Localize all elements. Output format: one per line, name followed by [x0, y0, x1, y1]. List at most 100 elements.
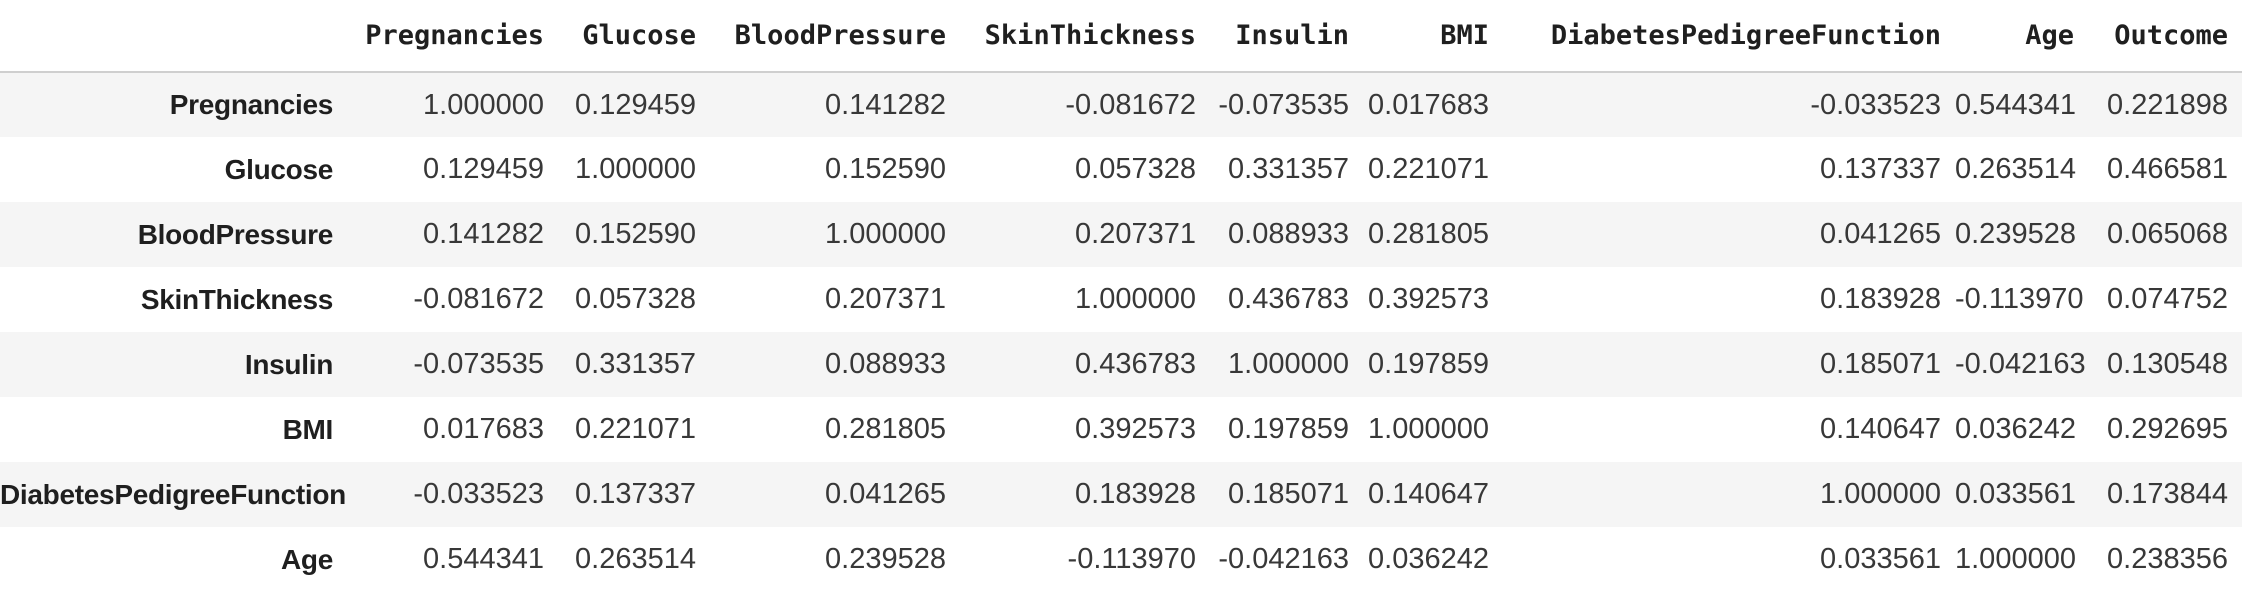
cell-value: 0.137337 — [575, 478, 696, 510]
table-row: BMI 0.017683 0.221071 0.281805 0.392573 0.197… — [0, 397, 2242, 462]
cell-value: 0.033561 — [1820, 543, 1941, 575]
cell-value: -0.073535 — [413, 348, 544, 380]
cell-value: 0.331357 — [575, 348, 696, 380]
cell-value: 0.466581 — [2107, 153, 2228, 185]
cell-value: 0.074752 — [2107, 283, 2228, 315]
cell-value: 0.239528 — [1955, 218, 2076, 250]
cell-value: 0.041265 — [825, 478, 946, 510]
table-row: Insulin -0.073535 0.331357 0.088933 0.436783… — [0, 332, 2242, 397]
table-row: DiabetesPedigreeFunction -0.033523 0.13733… — [0, 462, 2242, 527]
table-row: Pregnancies 1.000000 0.129459 0.141282 -0.08… — [0, 72, 2242, 137]
cell-value: 0.207371 — [825, 283, 946, 315]
cell-value: 0.057328 — [575, 283, 696, 315]
cell-value: 0.185071 — [1228, 478, 1349, 510]
column-header: Age — [1955, 0, 2088, 73]
cell-value: 0.197859 — [1368, 348, 1489, 380]
column-header: DiabetesPedigreeFunction — [1503, 0, 1955, 73]
table-header: Pregnancies Glucose BloodPressure SkinThick… — [0, 0, 2242, 73]
column-header: Pregnancies — [350, 0, 558, 73]
cell-value: 1.000000 — [575, 153, 696, 185]
cell-value: 0.331357 — [1228, 153, 1349, 185]
table-body: Pregnancies 1.000000 0.129459 0.141282 -0.08… — [0, 72, 2242, 592]
cell-value: 0.281805 — [825, 413, 946, 445]
cell-value: 1.000000 — [1075, 283, 1196, 315]
cell-value: 0.041265 — [1820, 218, 1941, 250]
table-row: Age 0.544341 0.263514 0.239528 -0.113970 -0.0… — [0, 527, 2242, 592]
cell-value: 0.263514 — [1955, 153, 2076, 185]
cell-value: -0.081672 — [1065, 88, 1196, 121]
cell-value: -0.042163 — [1218, 543, 1349, 575]
cell-value: 0.392573 — [1368, 283, 1489, 315]
cell-value: -0.033523 — [413, 478, 544, 510]
row-label: Pregnancies — [169, 89, 334, 120]
corner-cell — [0, 0, 350, 73]
cell-value: 0.065068 — [2107, 218, 2228, 250]
cell-value: 0.281805 — [1368, 218, 1489, 250]
cell-value: 0.263514 — [575, 543, 696, 575]
row-label: Age — [281, 543, 333, 575]
cell-value: 1.000000 — [1228, 348, 1349, 380]
cell-value: 0.436783 — [1228, 283, 1349, 315]
cell-value: 0.137337 — [1820, 153, 1941, 185]
cell-value: 0.221071 — [1368, 153, 1489, 185]
cell-value: 0.544341 — [1955, 88, 2076, 121]
cell-value: 1.000000 — [423, 88, 544, 121]
table-row: BloodPressure 0.141282 0.152590 1.000000 0.2… — [0, 202, 2242, 267]
cell-value: -0.033523 — [1810, 88, 1941, 121]
row-label: SkinThickness — [140, 283, 333, 315]
cell-value: 0.130548 — [2107, 348, 2228, 380]
row-label: DiabetesPedigreeFunction — [0, 478, 346, 510]
cell-value: -0.113970 — [1955, 283, 2084, 315]
cell-value: 0.292695 — [2107, 413, 2228, 445]
cell-value: 0.036242 — [1368, 543, 1489, 575]
cell-value: 0.173844 — [2107, 478, 2228, 510]
table-row: Glucose 0.129459 1.000000 0.152590 0.057328 0… — [0, 137, 2242, 202]
cell-value: 0.183928 — [1820, 283, 1941, 315]
row-label: BloodPressure — [137, 218, 334, 250]
cell-value: 0.017683 — [1368, 88, 1489, 121]
cell-value: 0.239528 — [825, 543, 946, 575]
cell-value: 0.036242 — [1955, 413, 2076, 445]
cell-value: 0.183928 — [1075, 478, 1196, 510]
cell-value: 0.088933 — [1228, 218, 1349, 250]
cell-value: -0.081672 — [413, 283, 544, 315]
cell-value: 0.185071 — [1820, 348, 1941, 380]
header-row: Pregnancies Glucose BloodPressure SkinThick… — [0, 0, 2242, 73]
cell-value: -0.113970 — [1067, 543, 1196, 575]
cell-value: 0.207371 — [1075, 218, 1196, 250]
cell-value: 0.057328 — [1075, 153, 1196, 185]
cell-value: 0.152590 — [825, 153, 946, 185]
cell-value: 1.000000 — [825, 218, 946, 250]
cell-value: 0.033561 — [1955, 478, 2076, 510]
cell-value: 0.152590 — [575, 218, 696, 250]
column-header: Outcome — [2088, 0, 2242, 73]
cell-value: 1.000000 — [1820, 478, 1941, 510]
cell-value: 0.544341 — [423, 543, 544, 575]
cell-value: 0.129459 — [575, 88, 696, 121]
cell-value: 1.000000 — [1955, 543, 2076, 575]
table-row: SkinThickness -0.081672 0.057328 0.207371 1.… — [0, 267, 2242, 332]
cell-value: 1.000000 — [1368, 413, 1489, 445]
cell-value: 0.392573 — [1075, 413, 1196, 445]
cell-value: 0.197859 — [1228, 413, 1349, 445]
cell-value: 0.221071 — [575, 413, 696, 445]
cell-value: -0.073535 — [1218, 88, 1349, 121]
cell-value: 0.140647 — [1820, 413, 1941, 445]
cell-value: 0.436783 — [1075, 348, 1196, 380]
column-header: BloodPressure — [710, 0, 960, 73]
column-header: BMI — [1363, 0, 1503, 73]
column-header: SkinThickness — [960, 0, 1210, 73]
cell-value: 0.141282 — [825, 88, 946, 121]
cell-value: -0.042163 — [1955, 348, 2086, 380]
cell-value: 0.088933 — [825, 348, 946, 380]
column-header: Insulin — [1210, 0, 1363, 73]
cell-value: 0.017683 — [423, 413, 544, 445]
cell-value: 0.238356 — [2107, 543, 2228, 575]
row-label: BMI — [282, 413, 334, 445]
row-label: Glucose — [224, 153, 334, 185]
cell-value: 0.141282 — [423, 218, 544, 250]
row-label: Insulin — [244, 348, 333, 380]
column-header: Glucose — [558, 0, 710, 73]
cell-value: 0.129459 — [423, 153, 544, 185]
